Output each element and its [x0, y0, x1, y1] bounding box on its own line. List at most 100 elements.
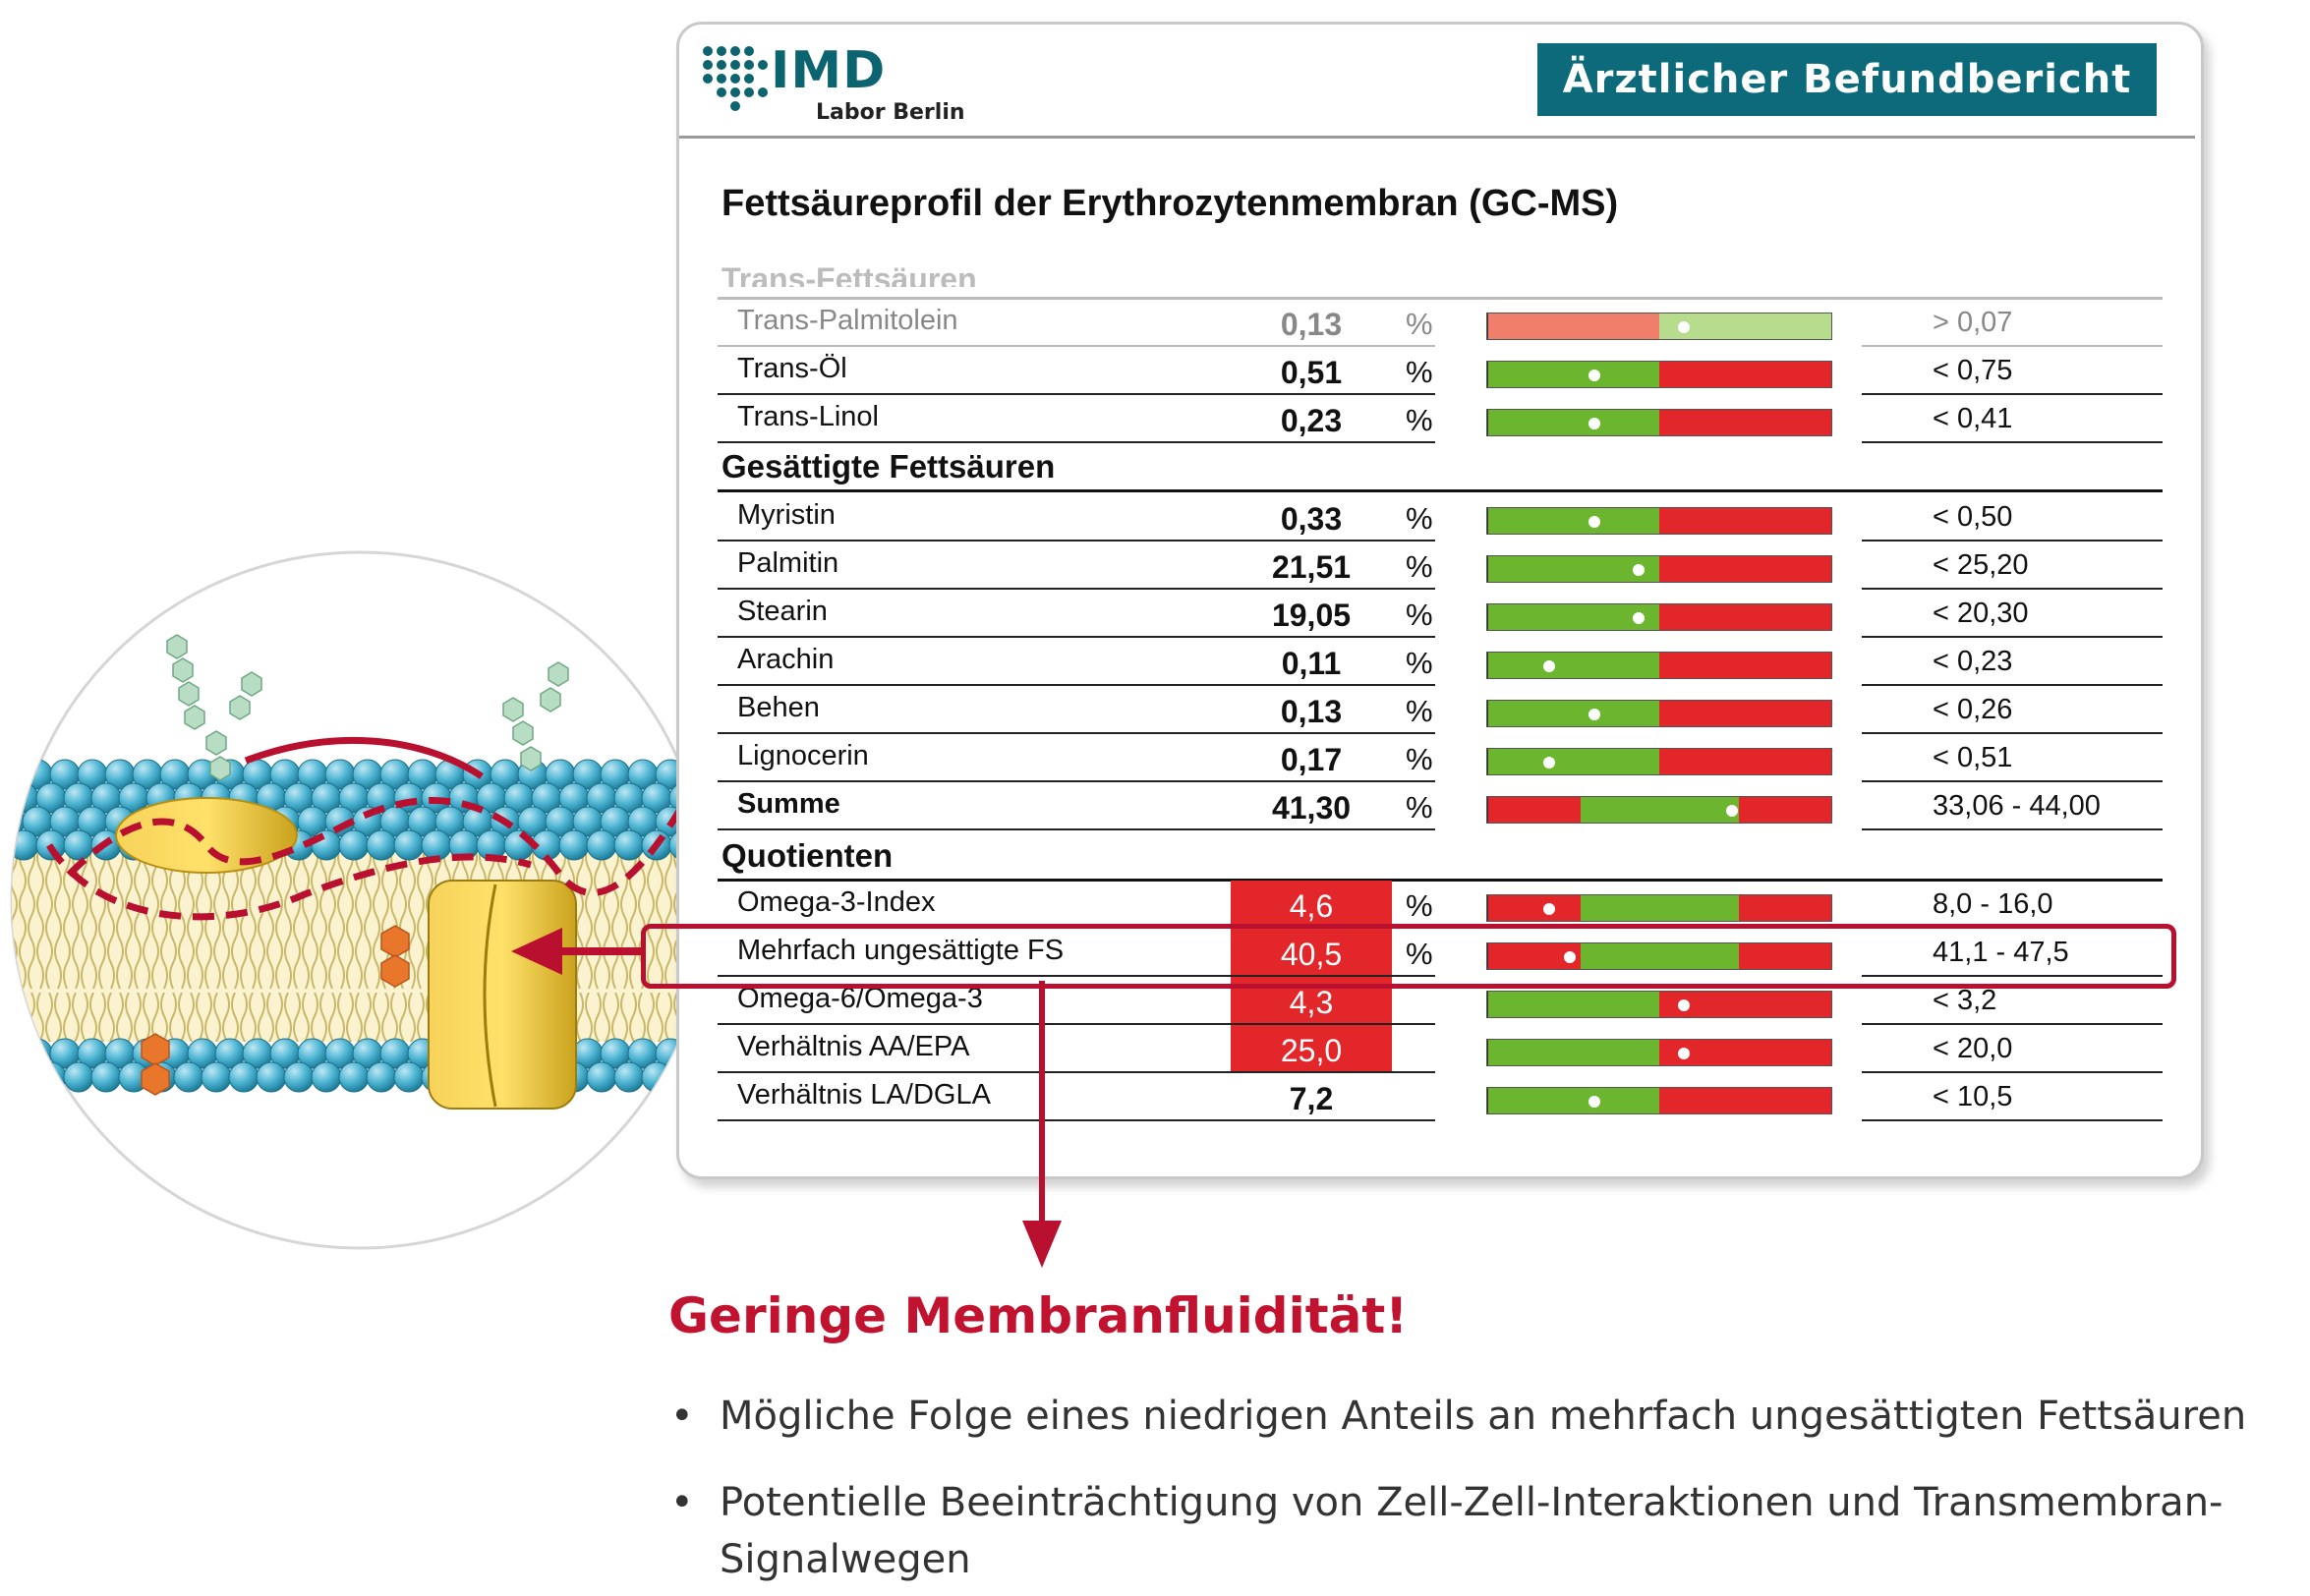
analyte-unit: % [1406, 742, 1433, 776]
reference-range: < 10,5 [1933, 1081, 2013, 1112]
table-row: Omega-6/Omega-3 4,3 < 3,2 [718, 977, 2163, 1025]
analyte-name: Verhältnis AA/EPA [737, 1031, 970, 1062]
range-segment [1659, 701, 1831, 726]
range-segment [1738, 895, 1831, 921]
table-row: Arachin 0,11% < 0,23 [718, 638, 2163, 686]
phospholipid-head [90, 1061, 122, 1093]
value-marker [1588, 709, 1600, 720]
analyte-name: Palmitin [737, 547, 839, 579]
arrow-down-icon [1022, 1221, 1062, 1268]
range-segment [1487, 749, 1659, 774]
row-divider [718, 540, 1435, 542]
range-bar [1486, 652, 1832, 679]
reference-range: < 20,0 [1933, 1033, 2013, 1064]
phospholipid-head [228, 1061, 260, 1093]
phospholipid-head [421, 829, 452, 861]
value-marker [1564, 951, 1576, 963]
range-bar [1486, 361, 1832, 388]
row-divider [1862, 1119, 2163, 1121]
analyte-name: Verhältnis LA/DGLA [737, 1079, 991, 1111]
table-row: Mehrfach ungesättigte FS 40,5% 41,1 - 47,5 [718, 929, 2163, 977]
range-segment [1659, 556, 1831, 582]
row-divider [718, 1119, 1435, 1121]
analyte-name: Arachin [737, 644, 835, 675]
bar-midline [1487, 701, 1488, 726]
bar-midline [1487, 797, 1488, 823]
section-rule [718, 297, 2163, 300]
range-segment [1487, 992, 1659, 1017]
analyte-value: 4,6 [1231, 881, 1392, 929]
reference-range: 33,06 - 44,00 [1933, 790, 2101, 822]
phospholipid-head [256, 1061, 287, 1093]
analyte-value: 41,30 [1271, 790, 1352, 826]
phospholipid-head [641, 1061, 672, 1093]
row-divider [1862, 393, 2163, 395]
row-divider [1862, 540, 2163, 542]
bar-midline [1487, 508, 1488, 534]
row-divider [1862, 828, 2163, 830]
range-segment [1659, 362, 1831, 387]
analyte-name: Summe [737, 788, 840, 820]
analyte-value: 0,11 [1281, 646, 1342, 681]
analyte-value: 25,0 [1231, 1025, 1392, 1073]
value-marker [1543, 903, 1555, 915]
analyte-name: Lignocerin [737, 740, 869, 771]
value-marker [1633, 612, 1645, 624]
logo-subtitle: Labor Berlin [816, 100, 965, 125]
range-segment [1487, 604, 1659, 630]
table-row: Omega-3-Index 4,6% 8,0 - 16,0 [718, 881, 2163, 929]
conclusion-title: Geringe Membranfluidität! [668, 1287, 1409, 1344]
value-marker [1677, 1048, 1690, 1059]
reference-range: < 0,51 [1933, 742, 2013, 773]
value-marker [1677, 999, 1690, 1011]
report-type-banner: Ärztlicher Befundbericht [1537, 43, 2157, 116]
faded-section-title: Trans-Fettsäuren [722, 261, 977, 287]
analyte-unit: % [1406, 790, 1433, 825]
analyte-value: 21,51 [1271, 549, 1352, 585]
bar-midline [1487, 1040, 1488, 1065]
phospholipid-head [393, 1061, 425, 1093]
bar-midline [1487, 653, 1488, 678]
row-divider [1862, 975, 2163, 977]
phospholipid-head [338, 829, 370, 861]
analyte-unit: % [1406, 355, 1433, 389]
bar-midline [1487, 314, 1488, 339]
range-bar [1486, 991, 1832, 1018]
range-segment [1487, 410, 1659, 435]
range-segment [1659, 508, 1831, 534]
bar-midline [1487, 410, 1488, 435]
analyte-unit: % [1406, 501, 1433, 536]
phospholipid-head [586, 1061, 617, 1093]
row-divider [718, 780, 1435, 782]
analyte-name: Trans-Linol [737, 401, 879, 432]
bullet-dot: • [670, 1480, 694, 1525]
analyte-value: 0,23 [1280, 403, 1343, 438]
range-segment [1487, 362, 1659, 387]
reference-range: < 25,20 [1933, 549, 2029, 581]
value-marker [1543, 757, 1555, 769]
section-rule [718, 879, 2163, 882]
phospholipid-head [35, 1061, 67, 1093]
phospholipid-head [338, 1061, 370, 1093]
row-divider [718, 345, 1435, 347]
range-segment [1580, 895, 1739, 921]
analyte-unit: % [1406, 403, 1433, 437]
phospholipid-head [12, 1038, 26, 1069]
range-bar [1486, 555, 1832, 583]
phospholipid-head [503, 829, 535, 861]
imd-logo: IMD Labor Berlin [700, 35, 1014, 134]
analyte-value: 0,13 [1280, 694, 1343, 729]
phospholipid-head [311, 1061, 342, 1093]
range-bar [1486, 894, 1832, 922]
phospholipid-head [366, 829, 397, 861]
range-bar [1486, 700, 1832, 727]
reference-range: < 20,30 [1933, 598, 2029, 629]
analyte-name: Mehrfach ungesättigte FS [737, 935, 1065, 966]
phospholipid-head [22, 1038, 53, 1069]
phospholipid-head [201, 1061, 232, 1093]
table-row: Lignocerin 0,17% < 0,51 [718, 734, 2163, 782]
bar-midline [1487, 943, 1488, 969]
phospholipid-head [558, 829, 590, 861]
analyte-unit: % [1406, 307, 1433, 341]
reference-range: < 0,50 [1933, 501, 2013, 533]
